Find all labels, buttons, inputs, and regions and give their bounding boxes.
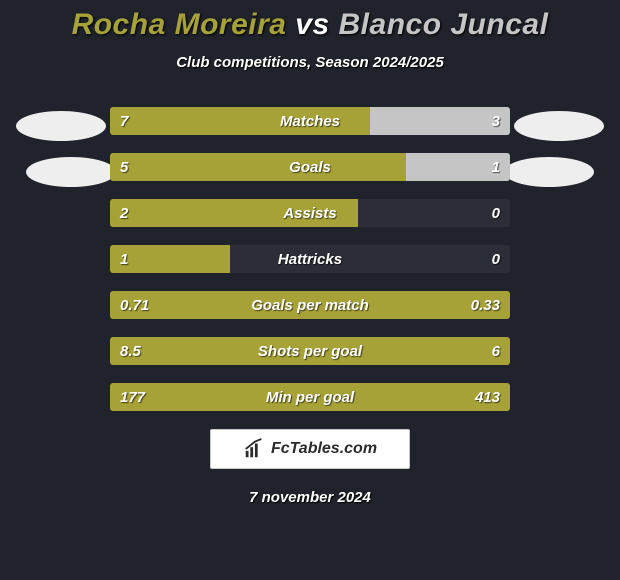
stat-bars: 73Matches51Goals20Assists10Hattricks0.71… <box>110 107 510 411</box>
player2-name: Blanco Juncal <box>339 8 549 41</box>
stat-bar-left <box>110 107 370 135</box>
stat-row: 51Goals <box>110 153 510 181</box>
stat-bar-left <box>110 199 358 227</box>
stat-row: 177413Min per goal <box>110 383 510 411</box>
stat-value-left: 0.71 <box>110 291 159 319</box>
snapshot-date: 7 november 2024 <box>0 489 620 506</box>
stat-value-left: 8.5 <box>110 337 151 365</box>
player1-avatar-placeholder-2 <box>26 157 116 187</box>
vs-text: vs <box>295 8 329 41</box>
stat-row: 8.56Shots per goal <box>110 337 510 365</box>
stat-value-right: 0 <box>482 199 510 227</box>
player2-avatar-placeholder <box>514 111 604 141</box>
stat-value-left: 177 <box>110 383 155 411</box>
source-logo-text: FcTables.com <box>271 440 377 458</box>
source-logo: FcTables.com <box>210 429 410 469</box>
stat-row: 10Hattricks <box>110 245 510 273</box>
stat-value-right: 3 <box>482 107 510 135</box>
stat-value-right: 413 <box>465 383 510 411</box>
stat-bar-left <box>110 383 510 411</box>
stat-value-left: 7 <box>110 107 138 135</box>
stat-value-right: 6 <box>482 337 510 365</box>
stat-value-right: 0.33 <box>461 291 510 319</box>
stat-row: 0.710.33Goals per match <box>110 291 510 319</box>
stat-bar-left <box>110 153 406 181</box>
stat-value-left: 5 <box>110 153 138 181</box>
stat-bar-left <box>110 337 510 365</box>
comparison-content: 73Matches51Goals20Assists10Hattricks0.71… <box>0 107 620 411</box>
stat-value-right: 1 <box>482 153 510 181</box>
chart-icon <box>243 438 265 460</box>
stat-value-left: 2 <box>110 199 138 227</box>
stat-value-right: 0 <box>482 245 510 273</box>
stat-bar-left <box>110 291 510 319</box>
player1-name: Rocha Moreira <box>72 8 287 41</box>
player1-avatar-placeholder <box>16 111 106 141</box>
stat-row: 20Assists <box>110 199 510 227</box>
subtitle: Club competitions, Season 2024/2025 <box>0 54 620 71</box>
stat-value-left: 1 <box>110 245 138 273</box>
player2-avatar-placeholder-2 <box>504 157 594 187</box>
page-title: Rocha Moreira vs Blanco Juncal <box>0 0 620 42</box>
stat-row: 73Matches <box>110 107 510 135</box>
